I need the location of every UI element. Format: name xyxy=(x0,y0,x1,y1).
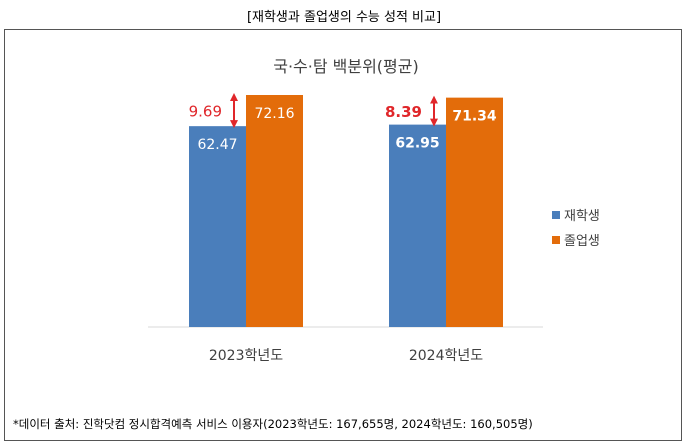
bar-value-label: 72.16 xyxy=(254,106,294,122)
bar-value-label: 71.34 xyxy=(452,109,497,125)
bar-value-label: 62.47 xyxy=(197,137,237,153)
bar-졸업생-2024학년도 xyxy=(446,97,503,328)
bar-value-label: 62.95 xyxy=(395,136,439,152)
bar-재학생-2023학년도 xyxy=(189,126,246,327)
bars-group: 62.47 72.16 2023학년도 9.69 62.95 71.34 2024학년도 8.… xyxy=(189,93,503,364)
legend-swatch xyxy=(552,236,560,244)
chart-caption: [재학생과 졸업생의 수능 성적 비교] xyxy=(246,10,442,25)
bar-졸업생-2023학년도 xyxy=(246,95,303,327)
difference-label: 8.39 xyxy=(385,103,422,121)
chart-title: 국·수·탐 백분위(평균) xyxy=(273,57,419,76)
legend-label: 재학생 xyxy=(564,209,600,224)
category-label: 2023학년도 xyxy=(209,348,283,364)
bar-재학생-2024학년도 xyxy=(389,124,446,327)
legend-label: 졸업생 xyxy=(564,234,600,249)
legend-swatch xyxy=(552,211,560,219)
difference-label: 9.69 xyxy=(189,103,222,121)
data-source-footnote: *데이터 출처: 진학닷컴 정시합격예측 서비스 이용자(2023학년도: 16… xyxy=(13,417,533,431)
category-label: 2024학년도 xyxy=(409,348,483,364)
chart-frame xyxy=(4,29,682,441)
